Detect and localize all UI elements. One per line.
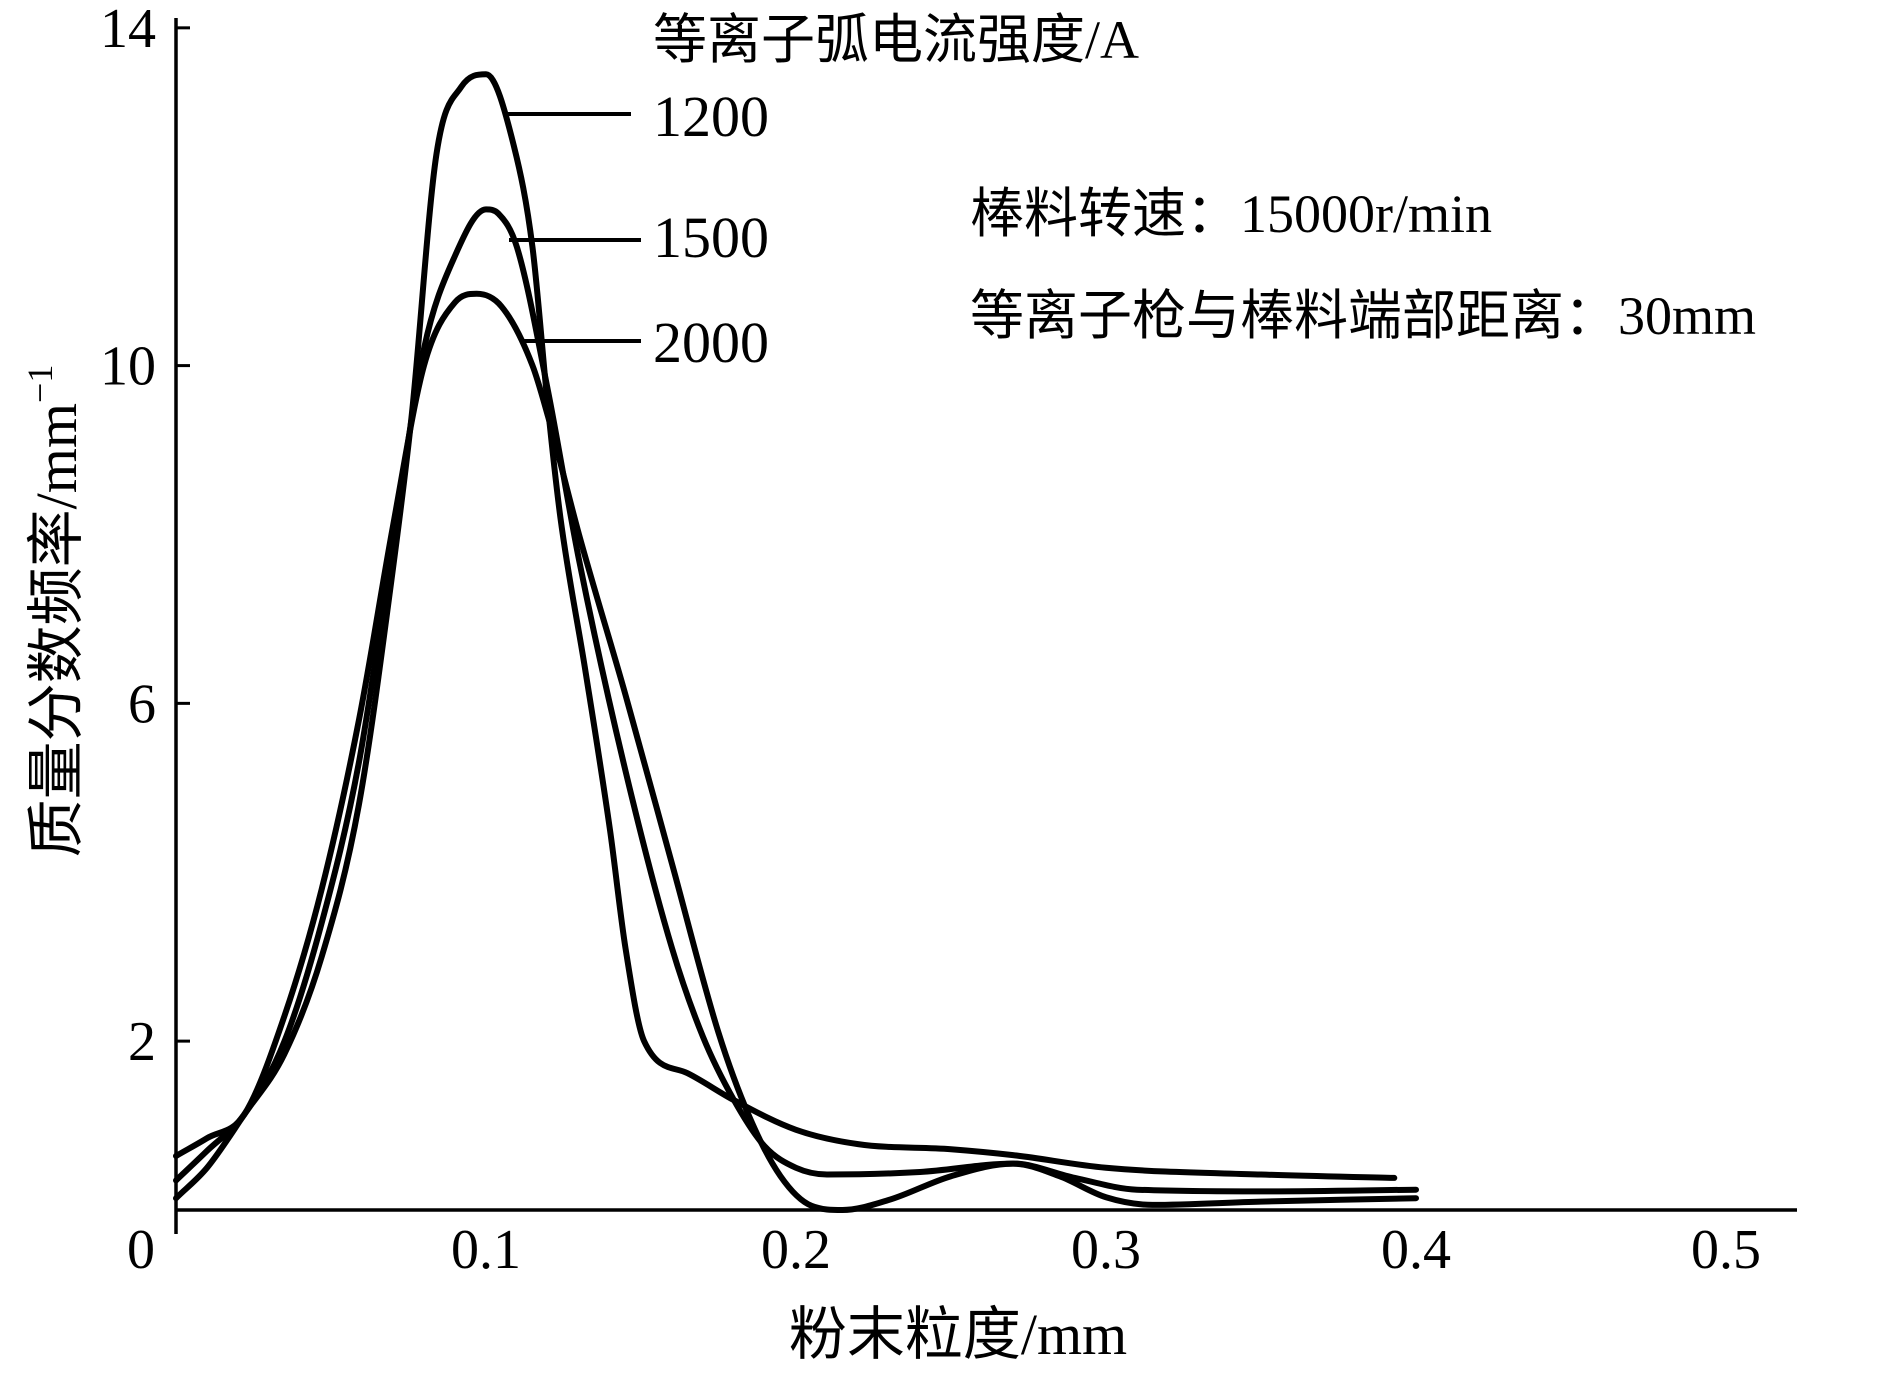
y-tick-label: 10 <box>100 336 156 398</box>
y-axis-label-main: 质量分数频率/mm <box>24 403 89 857</box>
y-axis-ticks: 2 6 10 14 <box>100 0 190 1073</box>
series-curves <box>173 71 1419 1213</box>
series-label-2000: 2000 <box>653 310 769 375</box>
x-tick-label: 0.2 <box>761 1219 831 1281</box>
annotation-gun-distance: 等离子枪与棒料端部距离：30mm <box>970 286 1756 346</box>
y-axis-label: 质量分数频率/mm−1 <box>20 365 89 858</box>
y-axis-label-exponent: −1 <box>20 365 60 403</box>
x-axis-label: 粉末粒度/mm <box>789 1302 1127 1367</box>
annotation-rod-speed: 棒料转速：15000r/min <box>970 184 1492 244</box>
x-tick-label: 0.5 <box>1691 1219 1761 1281</box>
series-labels: 1200 1500 2000 <box>503 84 769 375</box>
y-tick-label: 6 <box>128 673 156 735</box>
series-label-1500: 1500 <box>653 205 769 270</box>
x-tick-label: 0.3 <box>1071 1219 1141 1281</box>
x-axis-ticks: 0 0.1 0.2 0.3 0.4 0.5 <box>127 1219 1761 1281</box>
x-tick-label: 0.4 <box>1381 1219 1451 1281</box>
axes <box>174 18 1797 1234</box>
x-tick-label: 0.1 <box>451 1219 521 1281</box>
annotations: 棒料转速：15000r/min 等离子枪与棒料端部距离：30mm <box>970 184 1756 346</box>
series-label-1200: 1200 <box>653 84 769 149</box>
x-tick-label: 0 <box>127 1219 155 1281</box>
series-curve-2000 <box>173 290 1419 1213</box>
legend-title: 等离子弧电流强度/A <box>653 10 1139 70</box>
y-tick-label: 2 <box>128 1011 156 1073</box>
y-tick-label: 14 <box>100 0 156 60</box>
